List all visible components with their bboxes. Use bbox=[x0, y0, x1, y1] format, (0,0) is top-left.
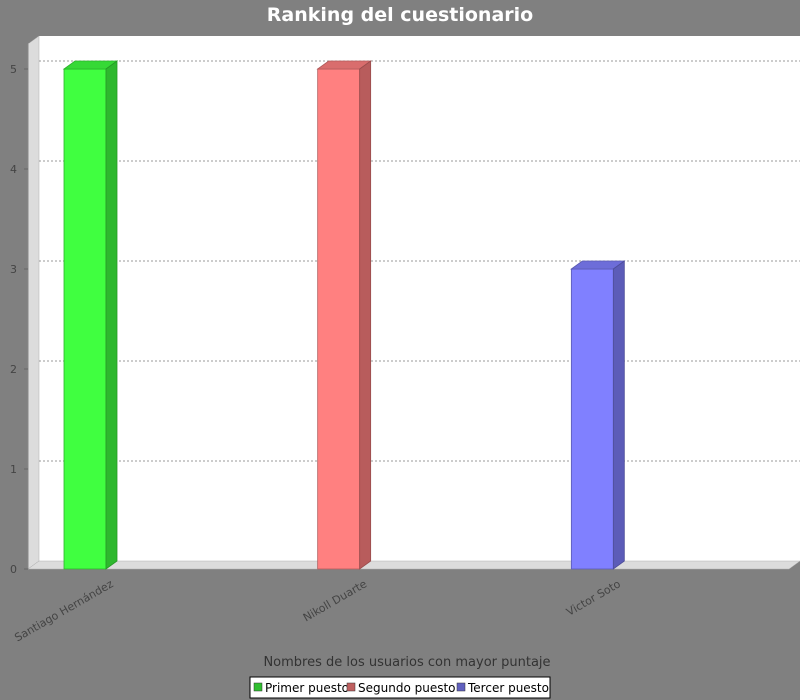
bar-side bbox=[105, 60, 118, 570]
bar-side bbox=[359, 60, 372, 570]
bar-side bbox=[612, 260, 625, 570]
bar-front bbox=[570, 268, 614, 570]
legend-item-label: Primer puesto bbox=[265, 681, 349, 695]
bar-front bbox=[63, 68, 107, 570]
plot-back-wall bbox=[39, 36, 800, 561]
bars bbox=[62, 60, 626, 570]
x-category-label: Victor Soto bbox=[564, 577, 623, 618]
legend-item-label: Tercer puesto bbox=[467, 681, 549, 695]
bar-front bbox=[317, 68, 361, 570]
legend-swatch bbox=[456, 682, 466, 692]
y-tick-label: 4 bbox=[10, 163, 17, 176]
x-category-label: Nikoll Duarte bbox=[301, 577, 370, 624]
gridlines bbox=[39, 60, 800, 462]
y-tick-label: 3 bbox=[10, 263, 17, 276]
bar bbox=[62, 60, 119, 570]
bar bbox=[316, 60, 372, 570]
bar bbox=[570, 260, 626, 570]
y-tick-label: 1 bbox=[10, 463, 17, 476]
x-axis-label: Nombres de los usuarios con mayor puntaj… bbox=[263, 655, 550, 670]
y-tick-label: 5 bbox=[10, 63, 17, 76]
plot-side-wall bbox=[27, 35, 40, 570]
x-category-label: Santiago Hernández bbox=[12, 577, 115, 644]
x-axis-categories: Santiago Hernández Nikoll Duarte Victor So… bbox=[12, 577, 623, 644]
y-tick-label: 0 bbox=[10, 563, 17, 576]
chart-title: Ranking del cuestionario bbox=[267, 4, 533, 26]
legend: Primer puesto Segundo puesto Tercer puesto bbox=[249, 676, 551, 699]
plot-floor bbox=[27, 560, 800, 570]
y-tick-label: 2 bbox=[10, 363, 17, 376]
legend-swatch bbox=[253, 682, 263, 692]
y-axis-ticks: 0 1 2 3 4 5 bbox=[10, 63, 28, 576]
plot-area bbox=[27, 35, 800, 570]
legend-item-label: Segundo puesto bbox=[358, 681, 456, 695]
legend-box bbox=[249, 676, 551, 699]
legend-swatch bbox=[346, 682, 356, 692]
